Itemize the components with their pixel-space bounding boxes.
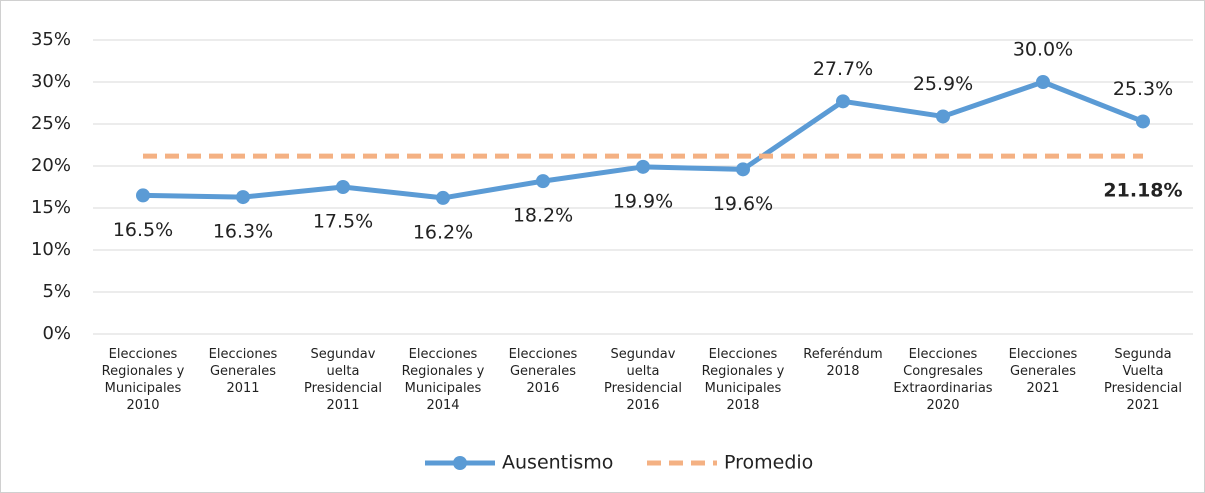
x-tick-label: Elecciones Generales 2011	[208, 347, 278, 396]
data-label: 21.18%	[1103, 180, 1182, 202]
point	[136, 188, 150, 203]
y-tick-label: 25%	[31, 113, 71, 134]
point	[536, 174, 550, 189]
data-label: 25.9%	[913, 73, 973, 95]
x-tick-label: Elecciones Regionales y Municipales 2014	[401, 347, 485, 413]
legend-label: Promedio	[724, 452, 813, 474]
x-tick-label: Elecciones Congresales Extraordinarias 2…	[893, 347, 993, 413]
y-tick-label: 5%	[42, 281, 71, 302]
x-tick-label: Elecciones Generales 2016	[508, 347, 578, 396]
x-tick-label: Segunda Vuelta Presidencial 2021	[1104, 347, 1182, 413]
data-label: 25.3%	[1113, 78, 1173, 100]
data-label: 19.6%	[713, 193, 773, 215]
data-label: 19.9%	[613, 190, 673, 212]
point	[736, 162, 750, 177]
legend-label: Ausentismo	[502, 452, 613, 474]
x-tick-label: Elecciones Regionales y Municipales 2018	[701, 347, 785, 413]
y-tick-label: 10%	[31, 239, 71, 260]
y-tick-label: 0%	[42, 323, 71, 344]
y-tick-label: 15%	[31, 197, 71, 218]
data-label: 17.5%	[313, 211, 373, 233]
point	[636, 159, 650, 174]
y-tick-label: 35%	[31, 29, 71, 50]
legend-marker	[453, 456, 467, 470]
x-tick-label: Referéndum 2018	[803, 347, 883, 379]
point	[1136, 114, 1150, 129]
point	[336, 180, 350, 194]
y-tick-label: 30%	[31, 71, 71, 92]
data-label: 18.2%	[513, 205, 573, 227]
x-tick-label: Elecciones Generales 2021	[1008, 347, 1078, 396]
y-tick-label: 20%	[31, 155, 71, 176]
x-tick-label: Elecciones Regionales y Municipales 2010	[101, 347, 185, 413]
data-label: 16.5%	[113, 219, 173, 241]
data-label: 16.3%	[213, 221, 273, 243]
point	[936, 109, 950, 124]
point	[836, 94, 850, 109]
data-label: 30.0%	[1013, 39, 1073, 61]
point	[436, 190, 450, 205]
data-label: 27.7%	[813, 58, 873, 80]
data-label: 16.2%	[413, 221, 473, 243]
point	[236, 190, 250, 205]
point	[1036, 75, 1050, 89]
x-tick-label: Segundav uelta Presidencial 2016	[604, 347, 682, 413]
x-tick-label: Segundav uelta Presidencial 2011	[304, 347, 382, 413]
